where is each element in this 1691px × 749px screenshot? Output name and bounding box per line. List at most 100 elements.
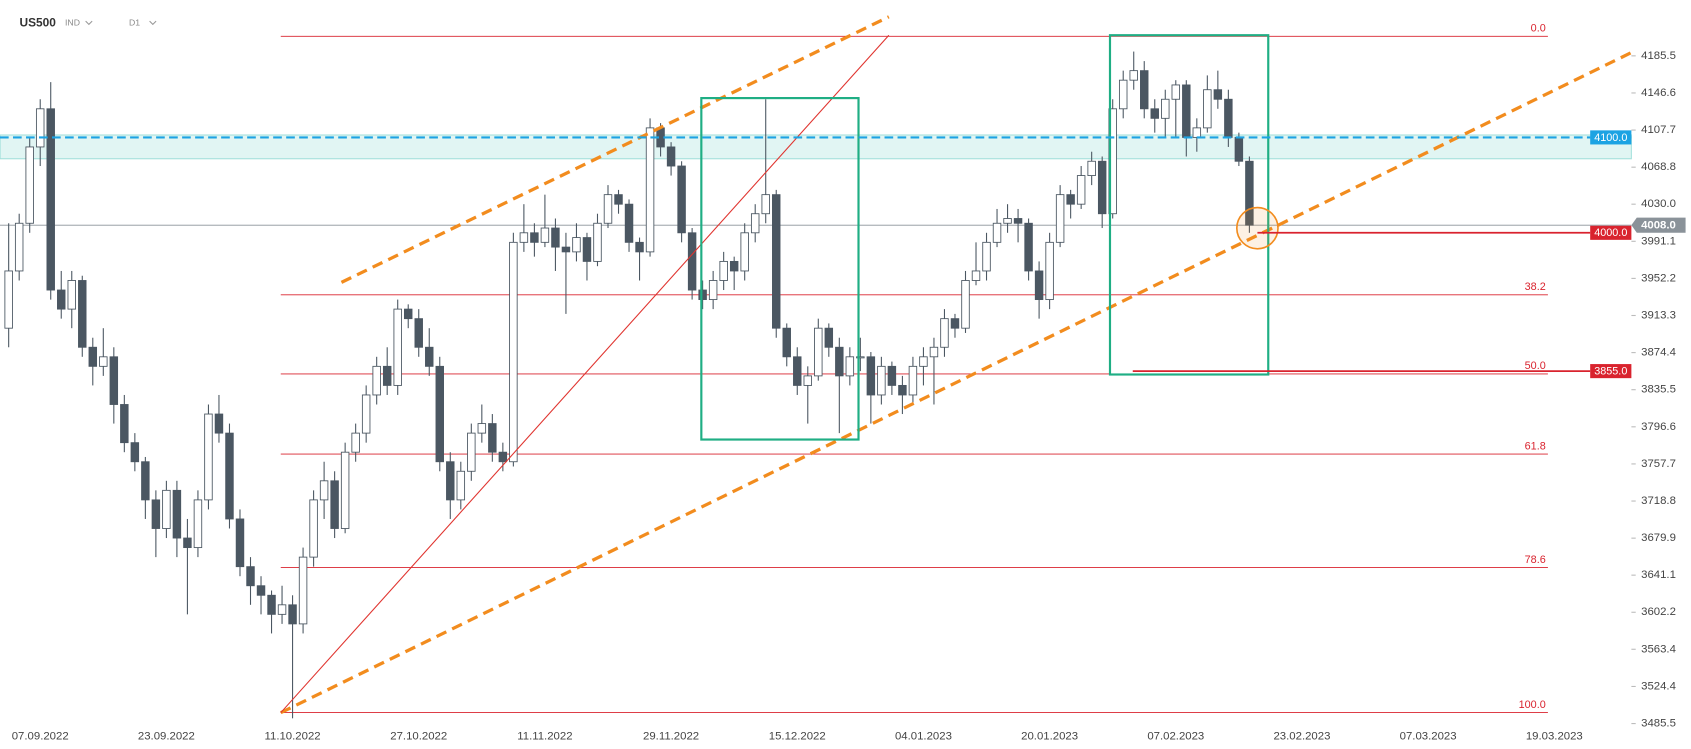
candle-body [330, 480, 339, 529]
candle-body [172, 489, 182, 539]
candle-body [961, 280, 970, 329]
candle-body [940, 318, 949, 348]
candle-body [919, 356, 928, 367]
candle-body [298, 556, 308, 625]
candle-body [267, 594, 276, 615]
candle-body [1224, 98, 1233, 138]
y-tick-label: 3991.1 [1641, 235, 1676, 247]
candle-body [1245, 160, 1254, 226]
market[interactable]: IND [65, 18, 80, 28]
candle-body [719, 260, 728, 281]
candle-body [393, 308, 402, 386]
candle-body [141, 461, 150, 501]
candle-body [835, 346, 844, 377]
level-tag-label: 3855.0 [1594, 366, 1627, 378]
candle-body [78, 280, 87, 348]
dropdown-icon[interactable] [149, 20, 157, 26]
candle-body [88, 346, 98, 367]
candle-body [1192, 127, 1202, 138]
interval[interactable]: D1 [129, 18, 140, 28]
x-tick-label: 29.11.2022 [643, 731, 699, 743]
candle-body [130, 442, 140, 463]
candle-body [793, 356, 802, 386]
candle-body [57, 289, 66, 310]
candle-body [277, 604, 287, 615]
candle-body [782, 327, 791, 358]
candle-body [750, 213, 760, 234]
candle-body [46, 108, 55, 291]
y-tick-label: 3913.3 [1641, 310, 1676, 322]
candle-body [4, 270, 13, 329]
candle-body [877, 365, 886, 396]
candle-body [866, 356, 876, 396]
y-tick-label: 3952.2 [1641, 272, 1676, 284]
candle-body [1140, 70, 1149, 110]
candle-body [1171, 84, 1181, 100]
x-tick-label: 23.02.2023 [1273, 731, 1330, 743]
candle-body [614, 194, 623, 205]
y-tick-label: 4030.0 [1641, 198, 1676, 210]
candle-body [1003, 218, 1012, 224]
candle-body [1182, 84, 1191, 138]
x-tick-label: 19.03.2023 [1526, 731, 1583, 743]
range-box [1108, 34, 1270, 376]
x-tick-label: 11.10.2022 [265, 731, 321, 743]
x-tick-label: 15.12.2022 [769, 731, 826, 743]
fib-label: 0.0 [1531, 23, 1546, 35]
candle-body [687, 232, 697, 291]
candle-body [992, 222, 1002, 243]
candle-body [929, 346, 939, 358]
candle-body [803, 375, 813, 386]
candle-body [971, 270, 981, 281]
fib-label: 78.6 [1525, 554, 1546, 566]
candle-body [1161, 98, 1170, 119]
candle-body [1066, 194, 1075, 205]
candle-body [14, 222, 24, 272]
candle-body [572, 237, 581, 253]
candle-body [635, 241, 644, 253]
candle-body [109, 356, 119, 405]
y-tick-label: 3835.5 [1641, 384, 1676, 396]
candle-body [1045, 241, 1054, 301]
level-tag [1590, 364, 1632, 379]
candle-body [403, 308, 413, 320]
candle-body [456, 470, 466, 501]
level-tag [1590, 225, 1632, 240]
candle-body [603, 194, 613, 224]
y-tick-label: 4068.8 [1641, 161, 1676, 173]
candle-body [1013, 218, 1023, 224]
fib-label: 100.0 [1519, 699, 1546, 711]
y-tick-label: 4107.7 [1641, 124, 1676, 136]
candle-body [593, 222, 602, 262]
highlight-circle [1236, 206, 1279, 250]
dropdown-icon[interactable] [85, 20, 93, 26]
candle-body [25, 146, 34, 224]
fib-label: 61.8 [1525, 440, 1546, 452]
candle-body [256, 585, 266, 596]
candle-body [772, 194, 781, 329]
level-tag [1590, 130, 1632, 145]
candle-body [120, 404, 129, 444]
candle-body [35, 108, 45, 148]
x-tick-label: 23.09.2022 [138, 731, 195, 743]
last-price-label: 4008.0 [1641, 220, 1676, 232]
symbol[interactable]: US500 [20, 15, 57, 29]
channel-lower [280, 51, 1633, 715]
candle-body [246, 566, 255, 587]
candle-body [361, 394, 371, 434]
x-tick-label: 20.01.2023 [1021, 731, 1078, 743]
candle-body [898, 384, 907, 396]
candle-body [645, 127, 655, 253]
candle-body [1087, 160, 1096, 177]
candle-body [309, 499, 318, 558]
x-tick-label: 07.03.2023 [1400, 731, 1457, 743]
candle-body [729, 260, 739, 272]
y-tick-label: 3524.4 [1641, 680, 1676, 692]
candle-body [1097, 160, 1107, 215]
candle-body [225, 432, 234, 520]
y-tick-label: 3796.6 [1641, 421, 1676, 433]
y-tick-label: 3718.8 [1641, 495, 1676, 507]
candle-body [1024, 222, 1033, 272]
candle-body [446, 461, 455, 501]
